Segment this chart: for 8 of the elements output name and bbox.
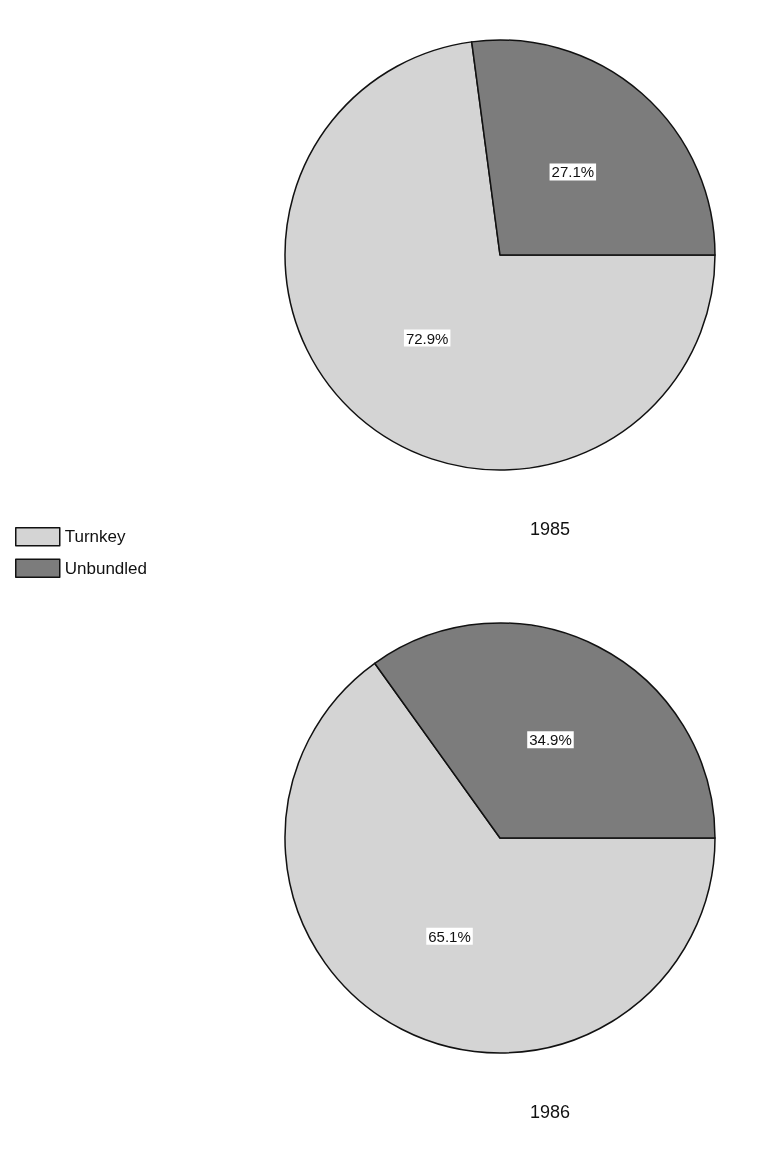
data-label: 72.9% [405,329,449,347]
legend-label: Unbundled [64,558,147,578]
legend-label: Turnkey [64,527,127,547]
data-label: 65.1% [428,927,471,945]
text: 1986 [530,1102,571,1122]
data-label: 27.1% [551,163,595,181]
text: 1985 [530,519,571,539]
data-label: 34.9% [529,731,572,749]
